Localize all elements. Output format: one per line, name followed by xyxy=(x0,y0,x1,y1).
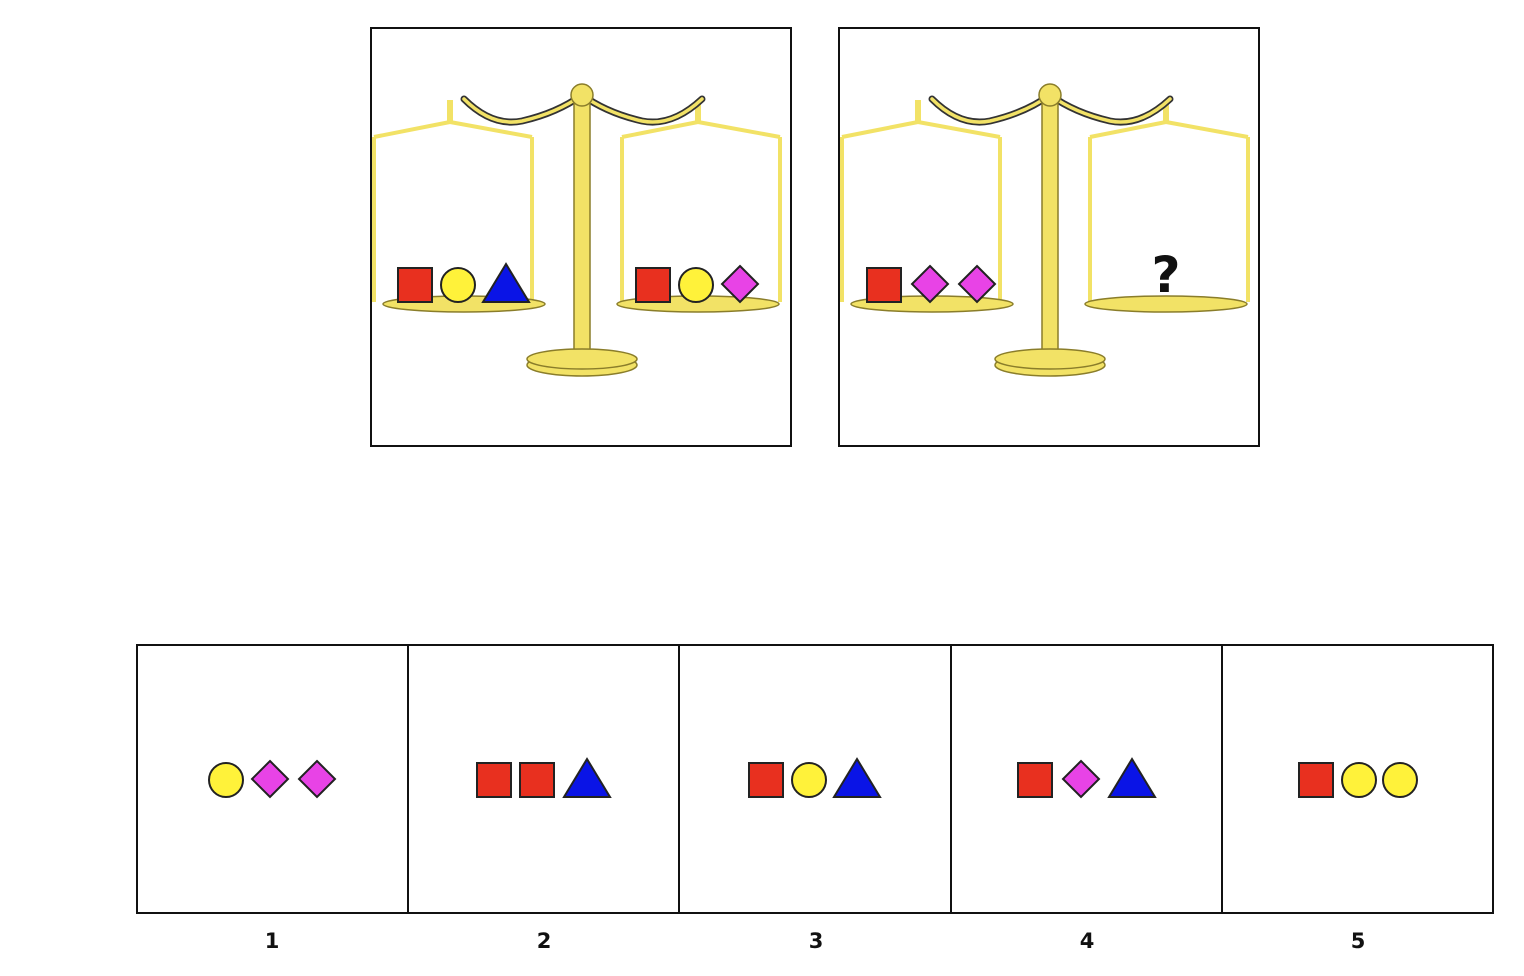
square-shape xyxy=(1016,762,1053,798)
circle-shape xyxy=(1381,762,1418,798)
balance-scale-1 xyxy=(370,27,792,447)
triangle-shape xyxy=(481,262,531,303)
option-shapes xyxy=(208,759,337,799)
option-shapes xyxy=(748,757,883,798)
answer-option-3[interactable] xyxy=(680,646,952,912)
left-pan-shapes xyxy=(397,262,531,303)
option-label-4: 4 xyxy=(1079,929,1095,953)
diamond-shape xyxy=(910,264,950,304)
answer-option-4[interactable] xyxy=(952,646,1223,912)
option-label-1: 1 xyxy=(264,929,280,953)
diamond-shape xyxy=(957,264,997,304)
answer-option-5[interactable] xyxy=(1223,646,1492,912)
circle-shape xyxy=(440,267,476,303)
option-shapes xyxy=(1297,762,1418,798)
diamond-shape xyxy=(720,264,760,304)
circle-shape xyxy=(208,762,244,798)
left-pan-shapes xyxy=(866,264,997,304)
square-shape xyxy=(476,762,513,798)
answer-option-2[interactable] xyxy=(409,646,681,912)
option-shapes xyxy=(476,757,612,798)
option-shapes xyxy=(1016,757,1157,799)
balance-scale-2: ? xyxy=(838,27,1260,447)
answer-option-1[interactable] xyxy=(138,646,410,912)
square-shape xyxy=(635,267,671,303)
diamond-shape xyxy=(1061,759,1101,799)
option-label-3: 3 xyxy=(808,929,824,953)
circle-shape xyxy=(678,267,714,303)
circle-shape xyxy=(1340,762,1377,798)
option-label-2: 2 xyxy=(536,929,552,953)
diamond-shape xyxy=(297,759,337,799)
balance-scale-drawing xyxy=(372,83,782,377)
right-pan-shapes xyxy=(635,264,760,304)
balance-scale-drawing: ? xyxy=(840,83,1250,377)
triangle-shape xyxy=(1106,757,1157,798)
square-shape xyxy=(748,762,785,798)
square-shape xyxy=(866,267,902,303)
triangle-shape xyxy=(832,757,883,798)
square-shape xyxy=(397,267,433,303)
square-shape xyxy=(1297,762,1334,798)
square-shape xyxy=(519,762,556,798)
diamond-shape xyxy=(250,759,290,799)
triangle-shape xyxy=(562,757,612,798)
option-label-5: 5 xyxy=(1350,929,1366,953)
unknown-weight-question-mark: ? xyxy=(1151,246,1180,304)
circle-shape xyxy=(791,762,828,798)
answer-options xyxy=(136,644,1494,914)
